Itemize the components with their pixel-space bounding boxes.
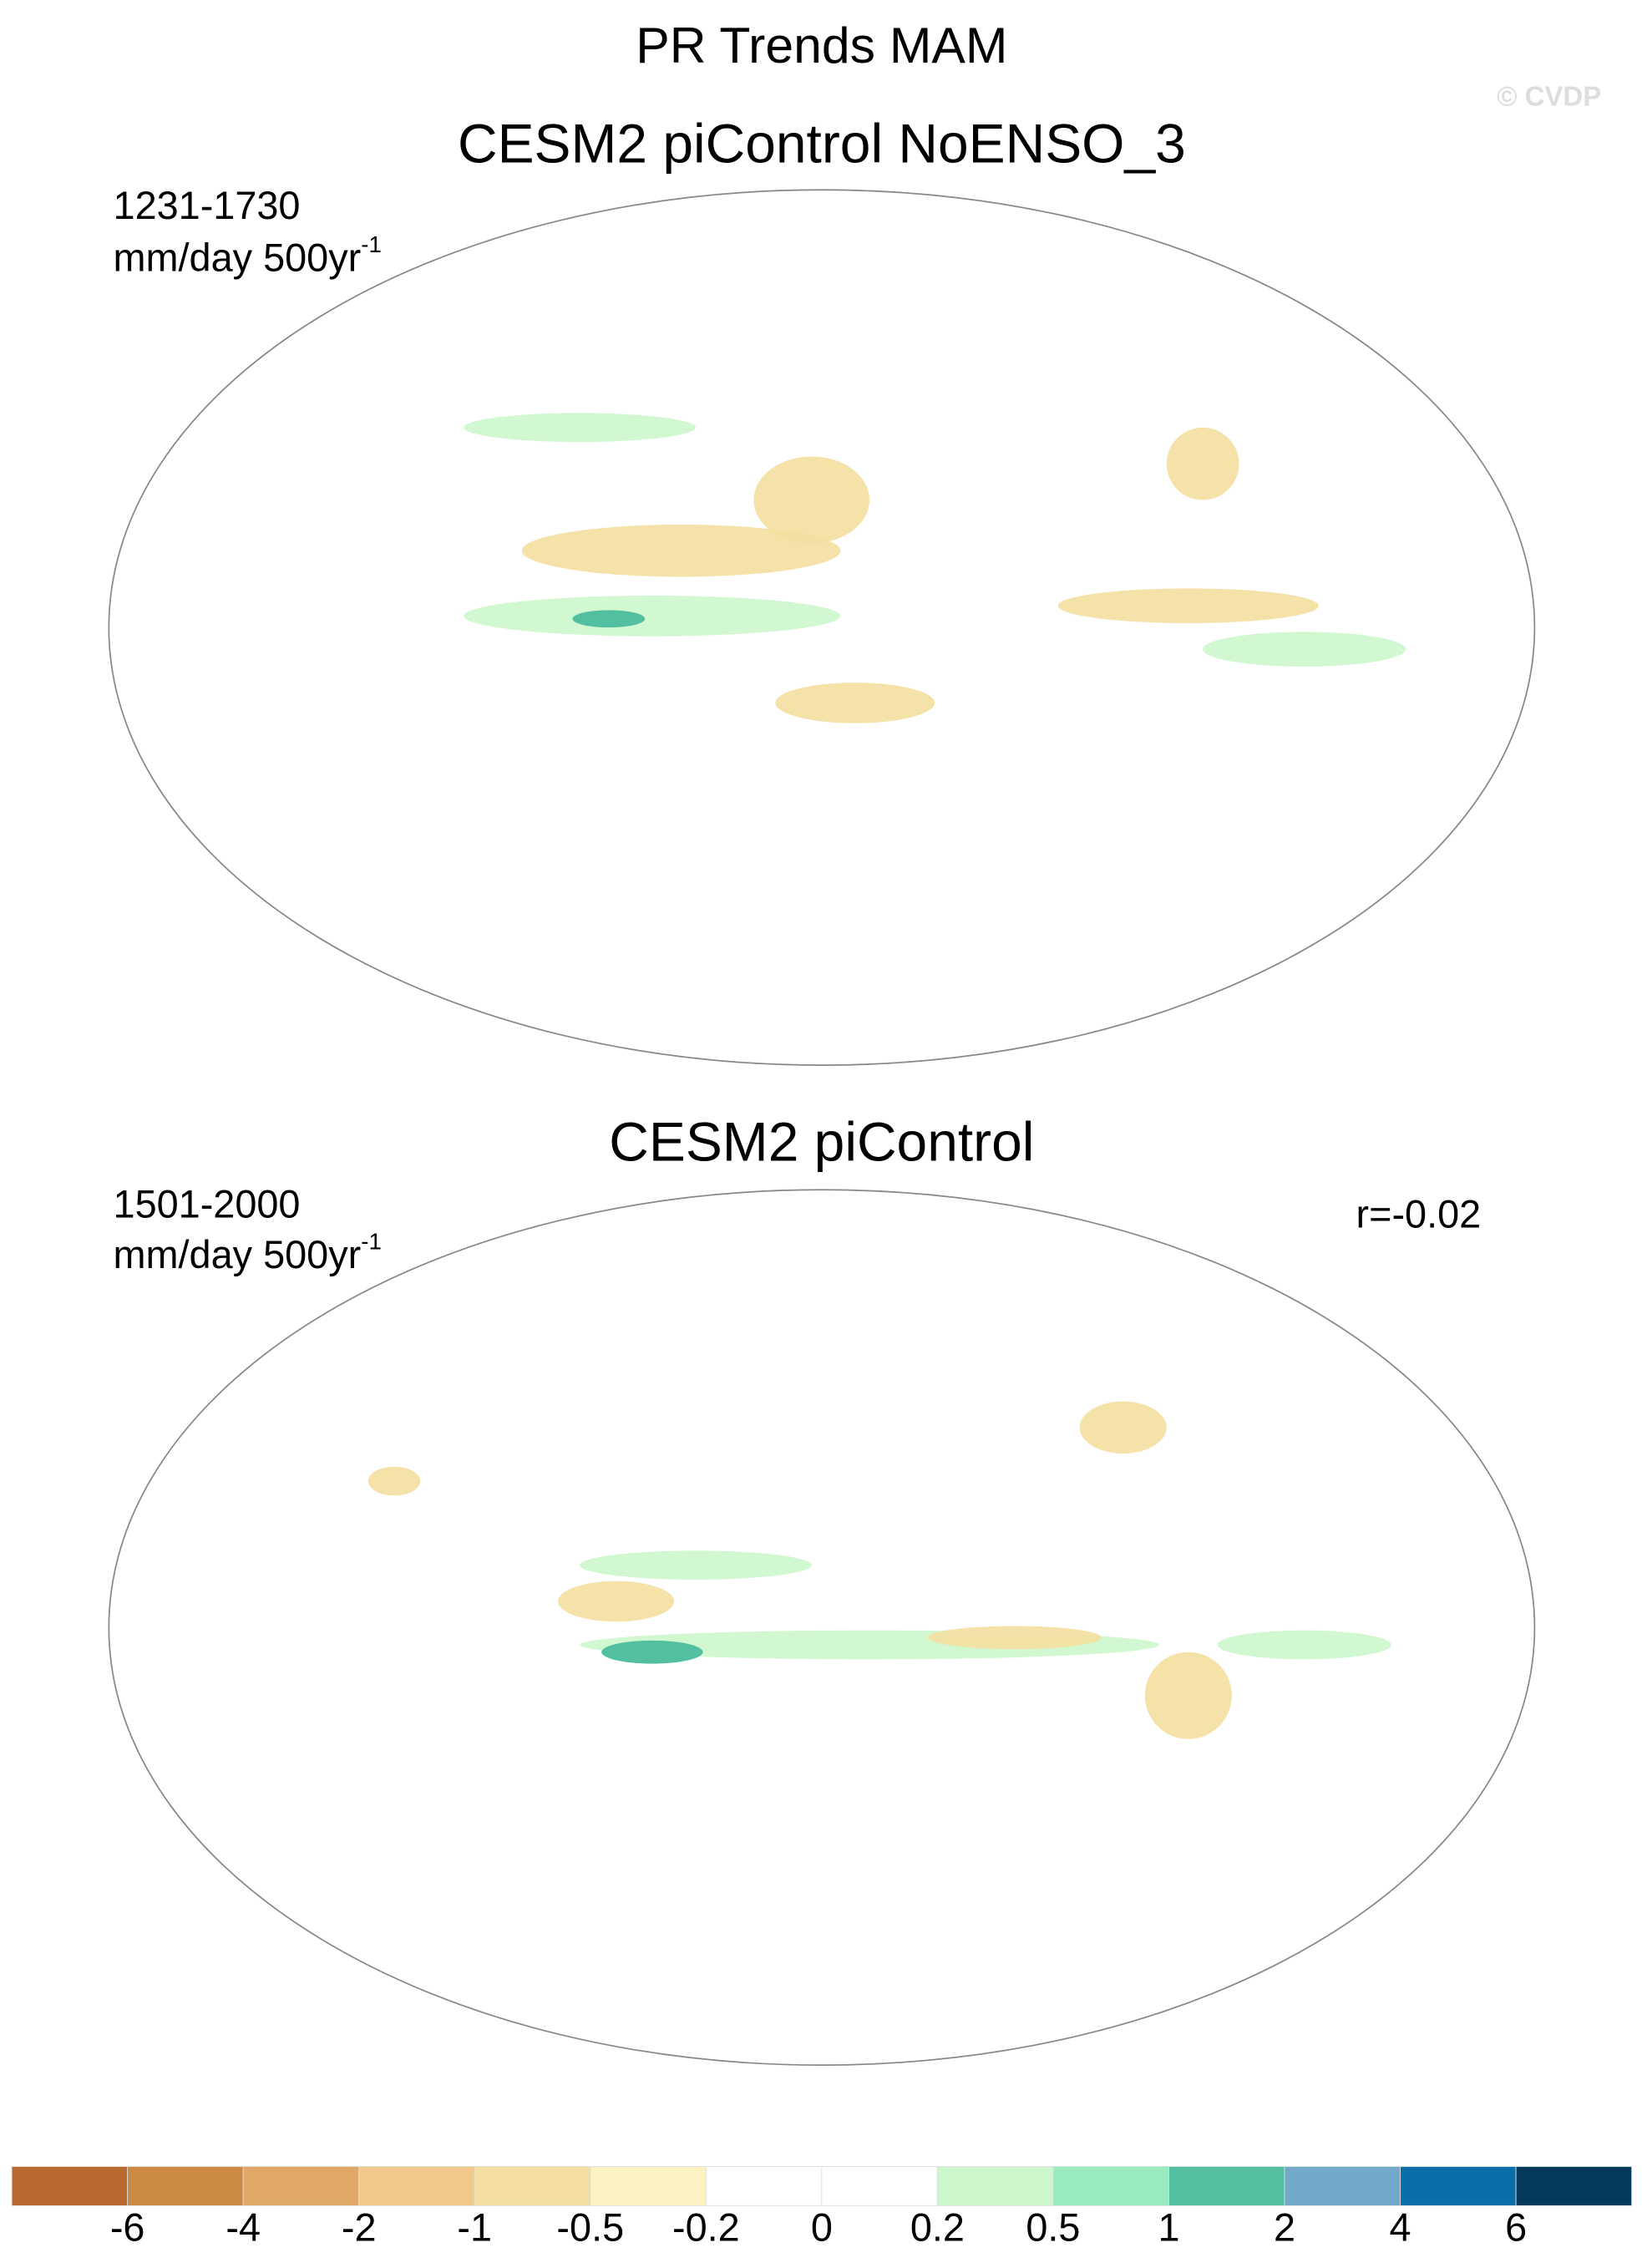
colorbar-box — [936, 2166, 1054, 2206]
correlation-label: r=-0.02 — [1356, 1193, 1482, 1236]
units: mm/day 500yr — [114, 1233, 362, 1276]
colorbar-label: 6 — [1505, 2205, 1527, 2249]
contour-area — [753, 456, 870, 544]
colorbar-box — [474, 2166, 591, 2206]
contour-area — [367, 1466, 421, 1496]
contour-area — [521, 525, 841, 577]
contour-area — [1217, 1630, 1391, 1660]
contour-area — [1144, 1652, 1232, 1739]
colorbar-box — [242, 2166, 360, 2206]
panel-title: CESM2 piControl NoENSO_3 — [458, 112, 1186, 174]
colorbar-box — [1400, 2166, 1517, 2206]
contour-area — [558, 1580, 674, 1622]
colorbar-box — [1052, 2166, 1169, 2206]
colorbar-label: 1 — [1158, 2205, 1179, 2249]
colorbar-box — [821, 2166, 938, 2206]
colorbar-label: -0.2 — [672, 2205, 740, 2249]
colorbar-label: 4 — [1390, 2205, 1411, 2249]
contour-area — [1079, 1401, 1167, 1454]
colorbar-label: -0.5 — [556, 2205, 624, 2249]
units-label: mm/day 500yr-1 — [114, 231, 382, 279]
contour-area — [775, 682, 935, 723]
contour-area — [927, 1626, 1102, 1650]
colorbar-box — [11, 2166, 129, 2206]
colorbar: -6 -4 -2 -1 -0.5 -0.2 0 0.2 0.5 1 2 4 6 — [11, 2166, 1633, 2249]
period-label: 1231-1730 — [114, 184, 301, 227]
colorbar-box — [590, 2166, 707, 2206]
colorbar-label: -1 — [457, 2205, 492, 2249]
contour-area — [1203, 632, 1406, 667]
contour-area — [1166, 427, 1239, 500]
colorbar-label: -6 — [110, 2205, 145, 2249]
colorbar-label: -4 — [226, 2205, 261, 2249]
colorbar-label: -2 — [342, 2205, 377, 2249]
colorbar-label: 0 — [811, 2205, 833, 2249]
colorbar-label: 0.2 — [910, 2205, 965, 2249]
period-label: 1501-2000 — [114, 1182, 301, 1225]
panel-title: CESM2 piControl — [609, 1111, 1034, 1173]
colorbar-box — [1168, 2166, 1285, 2206]
contour-area — [1057, 588, 1319, 623]
colorbar-box — [127, 2166, 244, 2206]
units-label: mm/day 500yr-1 — [114, 1229, 382, 1276]
colorbar-box — [1515, 2166, 1633, 2206]
figure-title: PR Trends MAM — [636, 17, 1007, 74]
units-exponent: -1 — [361, 231, 382, 257]
colorbar-box — [1284, 2166, 1401, 2206]
colorbar-label: 2 — [1274, 2205, 1295, 2249]
contour-area — [572, 610, 646, 628]
units: mm/day 500yr — [114, 236, 362, 280]
contour-area — [464, 596, 841, 637]
colorbar-box — [358, 2166, 475, 2206]
units-exponent: -1 — [361, 1229, 382, 1255]
map-outline — [108, 1189, 1536, 2066]
contour-area — [601, 1640, 703, 1664]
map-panel — [108, 189, 1536, 1066]
contour-area — [580, 1550, 812, 1580]
watermark: © CVDP — [1497, 81, 1601, 112]
map-panel — [108, 1189, 1536, 2066]
colorbar-label: 0.5 — [1026, 2205, 1080, 2249]
contour-area — [464, 413, 696, 443]
colorbar-box — [705, 2166, 823, 2206]
map-outline — [108, 189, 1536, 1066]
